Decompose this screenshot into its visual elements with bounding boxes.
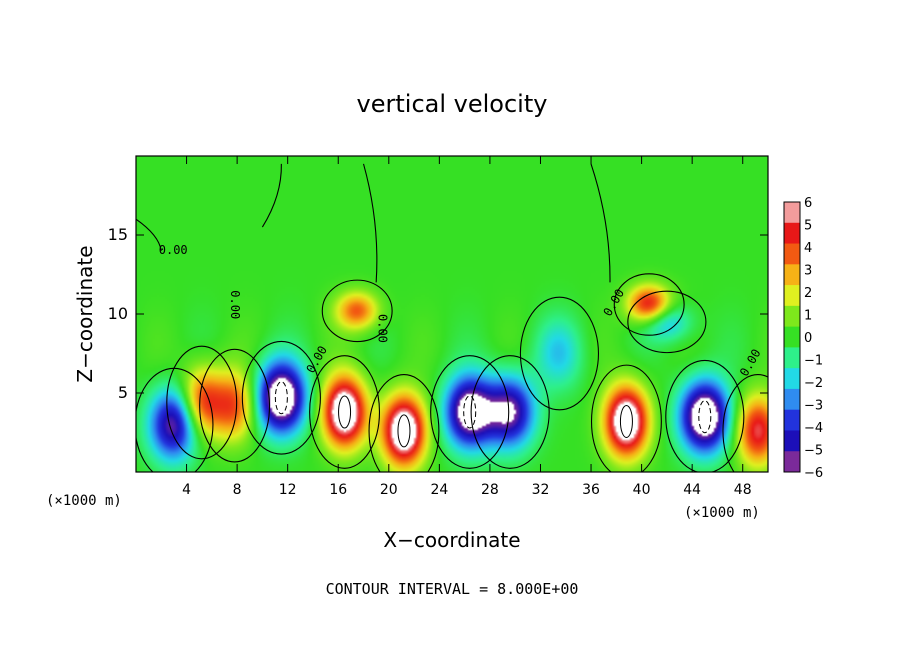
chart-title: vertical velocity [357, 90, 548, 118]
zero-contour [430, 355, 510, 469]
colorbar-tick-label: −5 [804, 444, 823, 459]
colorbar-band [784, 243, 800, 265]
colorbar-tick-label: −4 [804, 421, 823, 436]
zero-contour [362, 163, 378, 283]
colorbar-band [784, 202, 800, 224]
colorbar-tick-label: −3 [804, 399, 823, 414]
x-unit-label-right: (×1000 m) [684, 505, 760, 521]
plot-area: 0.000.000.000.000.000.00 4 8 12 16 20 24 28 32 3… [108, 155, 769, 498]
y-axis-ticks: 5 10 15 [108, 225, 768, 402]
x-tick-label: 12 [279, 482, 297, 498]
contour-lines [136, 163, 768, 472]
colorbar-band [784, 368, 800, 390]
zero-contour [309, 355, 381, 469]
zero-contour [470, 355, 550, 469]
zero-contour [590, 364, 662, 472]
x-tick-label: 36 [582, 482, 600, 498]
zero-contour [627, 290, 707, 354]
zero-contour [136, 218, 162, 251]
x-tick-label: 8 [233, 482, 242, 498]
zero-contour [261, 163, 282, 228]
y-tick-label: 15 [108, 225, 128, 244]
x-tick-label: 40 [633, 482, 651, 498]
zero-contour [368, 374, 440, 472]
colorbar-tick-label: −2 [804, 376, 823, 391]
contour-label: 0.00 [376, 314, 390, 343]
zero-contour [613, 273, 685, 336]
x-axis-ticks: 4 8 12 16 20 24 28 32 36 40 44 48 [182, 156, 752, 498]
y-tick-label: 10 [108, 304, 128, 323]
x-tick-label: 20 [380, 482, 398, 498]
zero-contour [519, 296, 600, 411]
colorbar-frame [783, 201, 801, 473]
colorbar: 6 5 4 3 2 1 0 −1 −2 −3 −4 −5 −6 [783, 196, 823, 481]
colorbar-band [784, 430, 800, 452]
inner-contour [619, 404, 633, 438]
zero-contour [321, 279, 393, 343]
x-tick-label: 4 [182, 482, 191, 498]
colorbar-tick-label: 0 [804, 331, 812, 346]
contour-label: 0.00 [228, 290, 242, 319]
colorbar-tick-label: 4 [804, 241, 812, 256]
inner-contour [698, 400, 712, 434]
colorbar-band [784, 305, 800, 328]
inner-contour [338, 395, 352, 429]
y-axis-label: Z−coordinate [73, 245, 97, 382]
inner-contour [397, 414, 411, 448]
colorbar-tick-label: 1 [804, 309, 812, 324]
colorbar-band [784, 451, 800, 473]
x-tick-label: 28 [481, 482, 499, 498]
x-axis-label: X−coordinate [383, 528, 520, 552]
colorbar-band [784, 326, 800, 348]
zero-contour [590, 163, 611, 283]
colorbar-tick-label: 2 [804, 286, 812, 301]
y-tick-label: 5 [118, 383, 128, 402]
x-tick-label: 48 [734, 482, 752, 498]
zero-contour [665, 359, 745, 472]
zero-contour [199, 348, 271, 463]
colorbar-tick-label: −1 [804, 354, 823, 369]
x-tick-label: 44 [683, 482, 701, 498]
zero-contour [241, 340, 321, 455]
colorbar-band [784, 222, 800, 245]
colorbar-band [784, 409, 800, 431]
x-tick-label: 24 [430, 482, 448, 498]
colorbar-band [784, 347, 800, 369]
colorbar-band [784, 285, 800, 307]
colorbar-tick-label: 6 [804, 196, 812, 211]
x-tick-label: 32 [532, 482, 550, 498]
colorbar-band [784, 388, 800, 411]
colorbar-tick-label: 5 [804, 219, 812, 234]
contour-label: 0.00 [159, 243, 188, 257]
colorbar-tick-label: 3 [804, 264, 812, 279]
contour-interval-note: CONTOUR INTERVAL = 8.000E+00 [326, 580, 579, 598]
zero-contour [166, 345, 238, 460]
colorbar-tick-label: −6 [804, 466, 823, 481]
x-tick-label: 16 [329, 482, 347, 498]
colorbar-band [784, 264, 800, 286]
heatmap-field [136, 156, 768, 472]
inner-contour [463, 395, 477, 429]
zero-contour [722, 374, 768, 472]
inner-contour [274, 381, 288, 415]
x-unit-label-left: (×1000 m) [46, 493, 122, 509]
